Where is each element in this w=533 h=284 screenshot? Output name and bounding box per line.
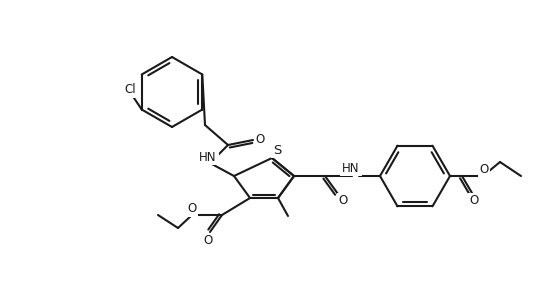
Text: O: O — [479, 162, 489, 176]
Text: O: O — [338, 195, 348, 208]
Text: Cl: Cl — [124, 83, 135, 96]
Text: O: O — [188, 202, 197, 216]
Text: HN: HN — [199, 151, 217, 164]
Text: S: S — [273, 143, 281, 156]
Text: O: O — [204, 235, 213, 247]
Text: O: O — [255, 133, 264, 145]
Text: O: O — [470, 195, 479, 208]
Text: HN: HN — [342, 162, 360, 174]
